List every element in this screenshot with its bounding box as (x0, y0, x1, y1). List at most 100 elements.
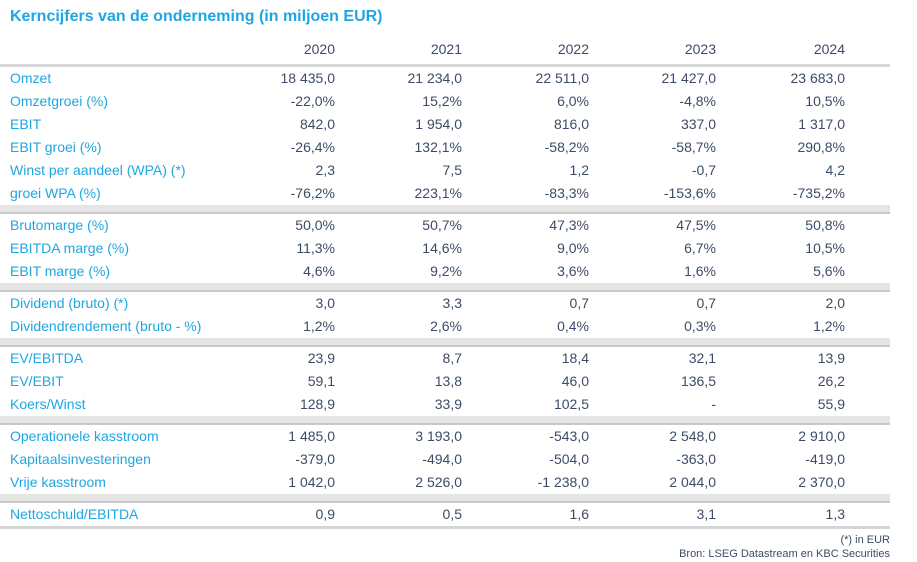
value-cell: 4,6% (303, 263, 335, 279)
year-header: 2022 (462, 39, 589, 67)
year-header-row: 2020 2021 2022 2023 2024 (0, 39, 890, 67)
value-cell: 102,5 (553, 396, 589, 412)
value-cell: 23 683,0 (790, 70, 846, 86)
value-cell: -379,0 (295, 451, 335, 467)
row-label: Koers/Winst (10, 396, 86, 412)
value-cell: 1,6% (684, 263, 716, 279)
value-cell: 1 485,0 (288, 428, 335, 444)
table-row: EV/EBIT 59,1 13,8 46,0 136,5 26,2 (0, 370, 890, 393)
value-cell: 1,2% (303, 318, 335, 334)
value-cell: -58,2% (544, 139, 589, 155)
section-separator (0, 283, 890, 292)
value-cell: 0,3% (684, 318, 716, 334)
table-row: groei WPA (%) -76,2% 223,1% -83,3% -153,6% -7… (0, 182, 890, 205)
table-row: EBITDA marge (%) 11,3% 14,6% 9,0% 6,7% 10,5% (0, 237, 890, 260)
row-label: Operationele kasstroom (10, 428, 159, 444)
row-label: Omzetgroei (%) (10, 93, 109, 109)
section-separator (0, 205, 890, 214)
value-cell: 15,2% (422, 93, 462, 109)
value-cell: 8,7 (442, 350, 462, 366)
row-label: Vrije kasstroom (10, 474, 106, 490)
value-cell: 5,6% (813, 263, 845, 279)
table-row: Brutomarge (%) 50,0% 50,7% 47,3% 47,5% 50,8% (0, 213, 890, 237)
key-figures-table: 2020 2021 2022 2023 2024 Omzet 18 435,0 21 234… (0, 39, 890, 529)
value-cell: 14,6% (422, 240, 462, 256)
table-bottom-rule (0, 525, 890, 529)
row-label: EBIT marge (%) (10, 263, 111, 279)
value-cell: 3,6% (557, 263, 589, 279)
table-row: EBIT 842,0 1 954,0 816,0 337,0 1 317,0 (0, 113, 890, 136)
value-cell: 2 370,0 (798, 474, 845, 490)
row-label: Omzet (10, 70, 52, 86)
value-cell: -26,4% (290, 139, 335, 155)
value-cell: 0,4% (557, 318, 589, 334)
value-cell: 32,1 (688, 350, 716, 366)
value-cell: -58,7% (671, 139, 716, 155)
table-row: Omzetgroei (%) -22,0% 15,2% 6,0% -4,8% 10,5% (0, 90, 890, 113)
row-label: EV/EBITDA (10, 350, 84, 366)
value-cell: -1 238,0 (537, 474, 589, 490)
table-row: Nettoschuld/EBITDA 0,9 0,5 1,6 3,1 1,3 (0, 502, 890, 526)
section-separator (0, 416, 890, 425)
row-label: groei WPA (%) (10, 185, 101, 201)
value-cell: 1,6 (569, 506, 589, 522)
value-cell: 4,2 (825, 162, 845, 178)
value-cell: 132,1% (414, 139, 462, 155)
value-cell: - (711, 396, 716, 412)
value-cell: 10,5% (805, 240, 845, 256)
value-cell: -4,8% (679, 93, 716, 109)
value-cell: 59,1 (307, 373, 335, 389)
value-cell: 2,0 (825, 295, 845, 311)
table-row: Kapitaalsinvesteringen -379,0 -494,0 -504,0… (0, 448, 890, 471)
year-header: 2021 (335, 39, 462, 67)
row-label: Kapitaalsinvesteringen (10, 451, 151, 467)
footnote-in-eur: (*) in EUR (840, 534, 890, 546)
row-label: EBITDA marge (%) (10, 240, 130, 256)
value-cell: -153,6% (663, 185, 716, 201)
value-cell: 50,8% (805, 217, 845, 233)
value-cell: 22 511,0 (535, 70, 589, 86)
value-cell: 1 317,0 (798, 116, 845, 132)
value-cell: -83,3% (544, 185, 589, 201)
value-cell: 842,0 (299, 116, 335, 132)
value-cell: 1,3 (825, 506, 845, 522)
value-cell: 337,0 (680, 116, 716, 132)
value-cell: 9,2% (430, 263, 462, 279)
value-cell: 3,1 (696, 506, 716, 522)
value-cell: 21 427,0 (661, 70, 717, 86)
value-cell: 2,6% (430, 318, 462, 334)
row-label: Nettoschuld/EBITDA (10, 506, 139, 522)
value-cell: 50,0% (295, 217, 335, 233)
table-row: Koers/Winst 128,9 33,9 102,5 - 55,9 (0, 393, 890, 416)
value-cell: 46,0 (561, 373, 589, 389)
value-cell: 0,7 (696, 295, 716, 311)
value-cell: 3,0 (315, 295, 335, 311)
value-cell: 26,2 (817, 373, 845, 389)
value-cell: 18 435,0 (280, 70, 336, 86)
value-cell: -735,2% (792, 185, 845, 201)
table-row: Dividendrendement (bruto - %) 1,2% 2,6% 0,4… (0, 315, 890, 338)
table-row: Dividend (bruto) (*) 3,0 3,3 0,7 0,7 2,0 (0, 291, 890, 315)
value-cell: 290,8% (797, 139, 845, 155)
value-cell: 33,9 (434, 396, 462, 412)
value-cell: -363,0 (676, 451, 716, 467)
value-cell: 3 193,0 (415, 428, 462, 444)
value-cell: 1,2% (813, 318, 845, 334)
value-cell: 7,5 (442, 162, 462, 178)
value-cell: 50,7% (422, 217, 462, 233)
table-row: Winst per aandeel (WPA) (*) 2,3 7,5 1,2 -0,7… (0, 159, 890, 182)
value-cell: -419,0 (805, 451, 845, 467)
value-cell: 13,8 (434, 373, 462, 389)
value-cell: -0,7 (691, 162, 716, 178)
value-cell: 0,7 (569, 295, 589, 311)
value-cell: 128,9 (299, 396, 335, 412)
year-header: 2023 (589, 39, 716, 67)
value-cell: 13,9 (817, 350, 845, 366)
value-cell: 10,5% (805, 93, 845, 109)
value-cell: 2,3 (315, 162, 335, 178)
row-label: EBIT groei (%) (10, 139, 102, 155)
table-row: Operationele kasstroom 1 485,0 3 193,0 -543… (0, 424, 890, 448)
year-header: 2024 (716, 39, 890, 67)
value-cell: 2 548,0 (669, 428, 716, 444)
